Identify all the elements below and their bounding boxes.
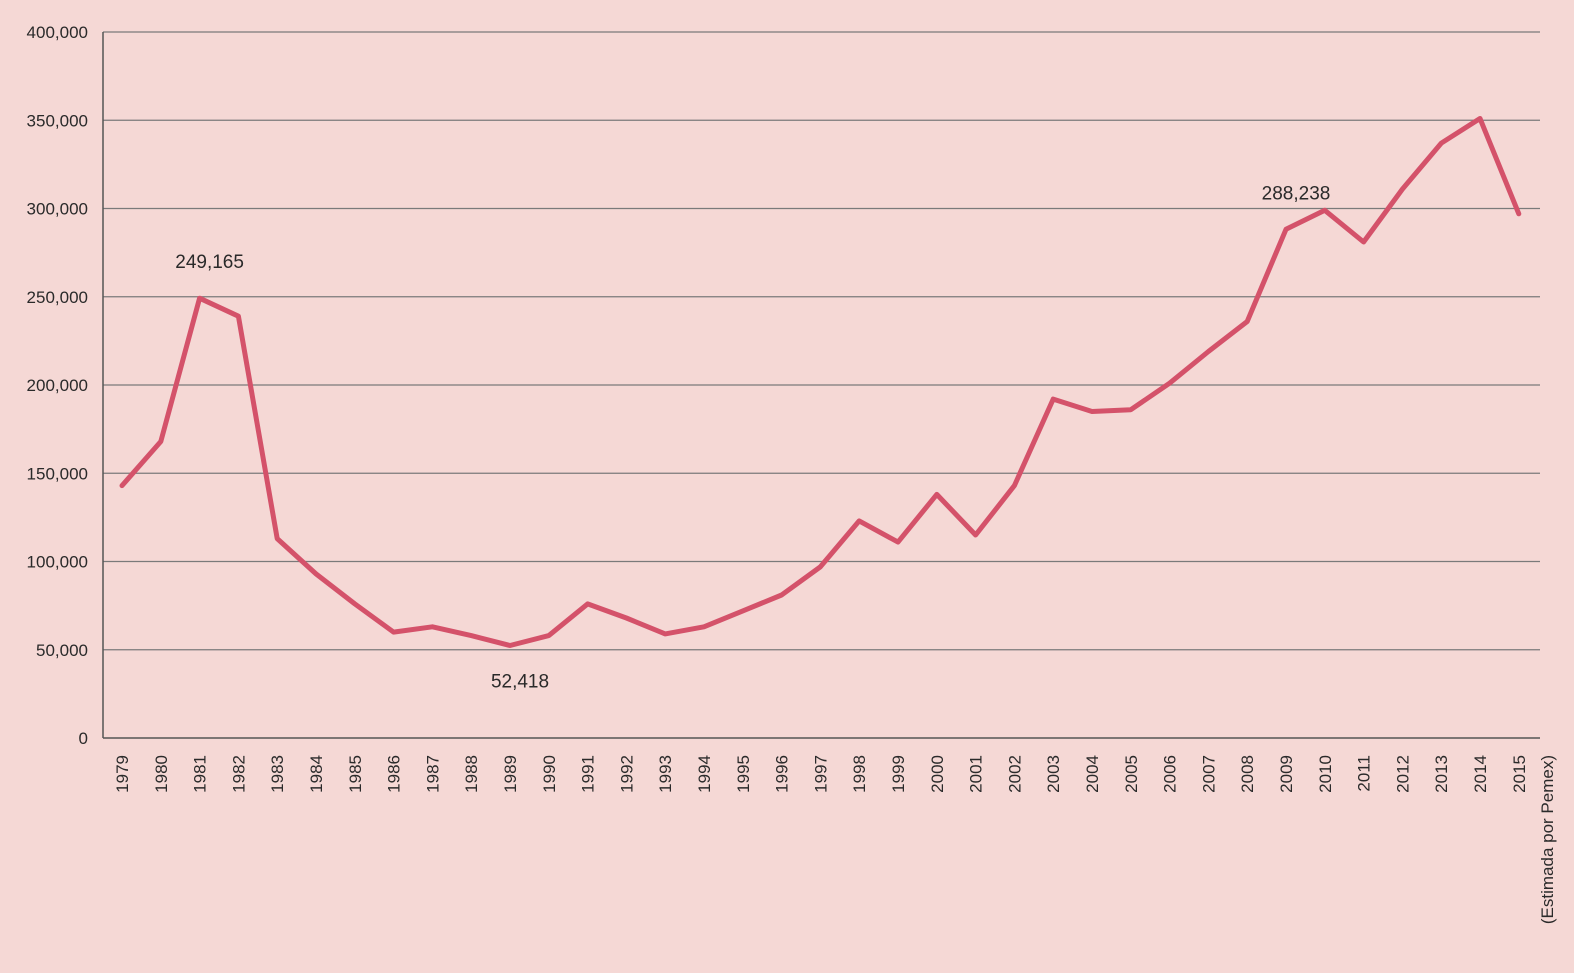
x-tick-label: 1982 — [229, 755, 248, 793]
y-tick-label: 250,000 — [27, 288, 88, 307]
x-tick-label: 2012 — [1393, 755, 1412, 793]
y-tick-label: 350,000 — [27, 111, 88, 130]
x-tick-label: 1984 — [307, 755, 326, 793]
data-label: 52,418 — [491, 671, 549, 692]
x-tick-label: 2009 — [1277, 755, 1296, 793]
x-tick-label: 1991 — [579, 755, 598, 793]
x-axis-ticks: 1979 1980 1981 1982 1983 1984 1985 1986 1987 1988… — [113, 755, 1557, 924]
x-tick-label: 1992 — [617, 755, 636, 793]
gridlines — [103, 31, 1540, 651]
x-tick-label: 2011 — [1355, 755, 1374, 792]
x-tick-label: 1996 — [773, 755, 792, 793]
x-tick-label: 2005 — [1122, 755, 1141, 793]
series-layer — [119, 116, 1522, 648]
y-tick-label: 200,000 — [27, 376, 88, 395]
x-tick-label: 2001 — [967, 755, 986, 793]
y-tick-label: 100,000 — [27, 553, 88, 572]
x-tick-label: 1994 — [695, 755, 714, 793]
y-tick-label: 50,000 — [36, 641, 88, 660]
x-tick-label: 2007 — [1199, 755, 1218, 793]
x-tick-label: 1986 — [385, 755, 404, 793]
x-tick-label: 1983 — [268, 755, 287, 793]
x-tick-label: 2003 — [1044, 755, 1063, 793]
x-tick-label: 1979 — [113, 755, 132, 793]
x-tick-label: 1988 — [462, 755, 481, 793]
x-tick-label: 2006 — [1161, 755, 1180, 793]
data-label: 288,238 — [1262, 183, 1331, 204]
x-tick-label: 2004 — [1083, 755, 1102, 793]
x-tick-label: 1981 — [191, 755, 210, 793]
x-tick-label: 2000 — [928, 755, 947, 793]
x-tick-label: 1995 — [734, 755, 753, 793]
y-tick-label: 150,000 — [27, 464, 88, 483]
x-tick-label: 2015 — [1510, 755, 1529, 793]
x-tick-label: 2002 — [1005, 755, 1024, 793]
x-tick-note: (Estimada por Pemex) — [1538, 755, 1557, 924]
x-tick-label: 1980 — [152, 755, 171, 793]
data-label: 249,165 — [175, 252, 244, 273]
x-tick-label: 1990 — [540, 755, 559, 793]
x-tick-label: 1985 — [346, 755, 365, 793]
x-tick-label: 1989 — [501, 755, 520, 793]
x-tick-label: 2014 — [1471, 755, 1490, 793]
y-tick-label: 400,000 — [27, 23, 88, 42]
y-tick-label: 0 — [79, 729, 88, 748]
annotations: 249,165 52,418 288,238 — [175, 183, 1330, 692]
y-axis-ticks: 0 50,000 100,000 150,000 200,000 250,000 300,0… — [27, 23, 88, 748]
y-tick-label: 300,000 — [27, 200, 88, 219]
x-tick-label: 1987 — [423, 755, 442, 793]
x-tick-label: 1997 — [811, 755, 830, 793]
x-tick-label: 2010 — [1316, 755, 1335, 793]
x-tick-label: 1993 — [656, 755, 675, 793]
x-tick-label: 2013 — [1432, 755, 1451, 793]
x-tick-label: 1999 — [889, 755, 908, 793]
x-tick-label: 2008 — [1238, 755, 1257, 793]
x-tick-label: 1998 — [850, 755, 869, 793]
